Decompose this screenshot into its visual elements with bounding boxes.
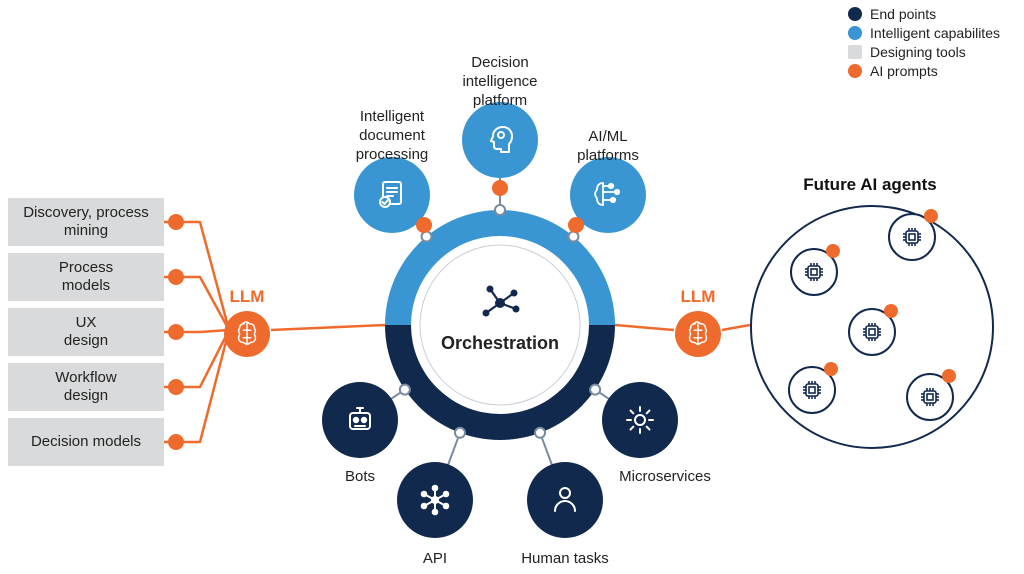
- aiml-label: AI/MLplatforms: [538, 128, 678, 166]
- llm-left: LLM: [224, 287, 270, 357]
- api-label: API: [365, 550, 505, 569]
- diagram-root: End points Intelligent capabilites Desig…: [0, 0, 1024, 574]
- chip-icon: [900, 225, 924, 249]
- orchestration-label: Orchestration: [441, 333, 559, 354]
- tool-box: Processmodels: [8, 253, 164, 301]
- legend-label: Intelligent capabilites: [870, 25, 1000, 41]
- dip-label: Decisionintelligenceplatform: [430, 54, 570, 110]
- chip-icon: [800, 378, 824, 402]
- gear-icon: [621, 401, 659, 439]
- legend-label: Designing tools: [870, 44, 966, 60]
- star-net-icon: [416, 481, 454, 519]
- tool-box: Decision models: [8, 418, 164, 466]
- tool-label: Processmodels: [59, 259, 113, 295]
- human-label: Human tasks: [495, 550, 635, 569]
- chip-icon: [802, 260, 826, 284]
- agent-chip: [906, 373, 954, 421]
- ai-prompt-dot: [924, 209, 938, 223]
- ai-prompt-dot: [824, 362, 838, 376]
- ai-prompt-dot: [168, 269, 184, 285]
- bots-node: [322, 382, 398, 458]
- idp-label: Intelligentdocumentprocessing: [322, 108, 462, 164]
- llm-label: LLM: [224, 287, 270, 307]
- tool-label: Workflowdesign: [55, 369, 116, 405]
- tool-label: UXdesign: [64, 314, 108, 350]
- legend-item: Designing tools: [848, 44, 1000, 60]
- legend-swatch-prompts: [848, 64, 862, 78]
- doc-check-icon: [373, 176, 411, 214]
- ai-prompt-dot: [416, 217, 432, 233]
- legend: End points Intelligent capabilites Desig…: [848, 6, 1000, 82]
- chip-icon: [860, 320, 884, 344]
- ai-prompt-dot: [884, 304, 898, 318]
- legend-label: End points: [870, 6, 936, 22]
- head-icon: [481, 121, 519, 159]
- legend-item: AI prompts: [848, 63, 1000, 79]
- brain-net-icon: [589, 176, 627, 214]
- agent-chip: [790, 248, 838, 296]
- dip-node: [462, 102, 538, 178]
- legend-item: Intelligent capabilites: [848, 25, 1000, 41]
- agent-chip: [888, 213, 936, 261]
- ai-prompt-dot: [168, 379, 184, 395]
- tool-box: Workflowdesign: [8, 363, 164, 411]
- ai-prompt-dot: [168, 214, 184, 230]
- tool-box: UXdesign: [8, 308, 164, 356]
- llm-right: LLM: [675, 287, 721, 357]
- tool-label: Decision models: [31, 433, 141, 451]
- tool-label: Discovery, process mining: [12, 204, 160, 240]
- micro-node: [602, 382, 678, 458]
- micro-label: Microservices: [595, 468, 735, 487]
- legend-swatch-tools: [848, 45, 862, 59]
- tool-box: Discovery, process mining: [8, 198, 164, 246]
- api-node: [397, 462, 473, 538]
- legend-swatch-endpoints: [848, 7, 862, 21]
- brain-icon: [675, 311, 721, 357]
- ai-prompt-dot: [942, 369, 956, 383]
- agent-chip: [848, 308, 896, 356]
- robot-icon: [341, 401, 379, 439]
- llm-label: LLM: [675, 287, 721, 307]
- agent-chip: [788, 366, 836, 414]
- legend-swatch-intelligent: [848, 26, 862, 40]
- human-node: [527, 462, 603, 538]
- ai-prompt-dot: [826, 244, 840, 258]
- chip-icon: [918, 385, 942, 409]
- ai-prompt-dot: [168, 324, 184, 340]
- legend-item: End points: [848, 6, 1000, 22]
- future-agents-label: Future AI agents: [790, 175, 950, 195]
- legend-label: AI prompts: [870, 63, 938, 79]
- ai-prompt-dot: [168, 434, 184, 450]
- ai-prompt-dot: [492, 180, 508, 196]
- brain-icon: [224, 311, 270, 357]
- person-icon: [546, 481, 584, 519]
- ai-prompt-dot: [568, 217, 584, 233]
